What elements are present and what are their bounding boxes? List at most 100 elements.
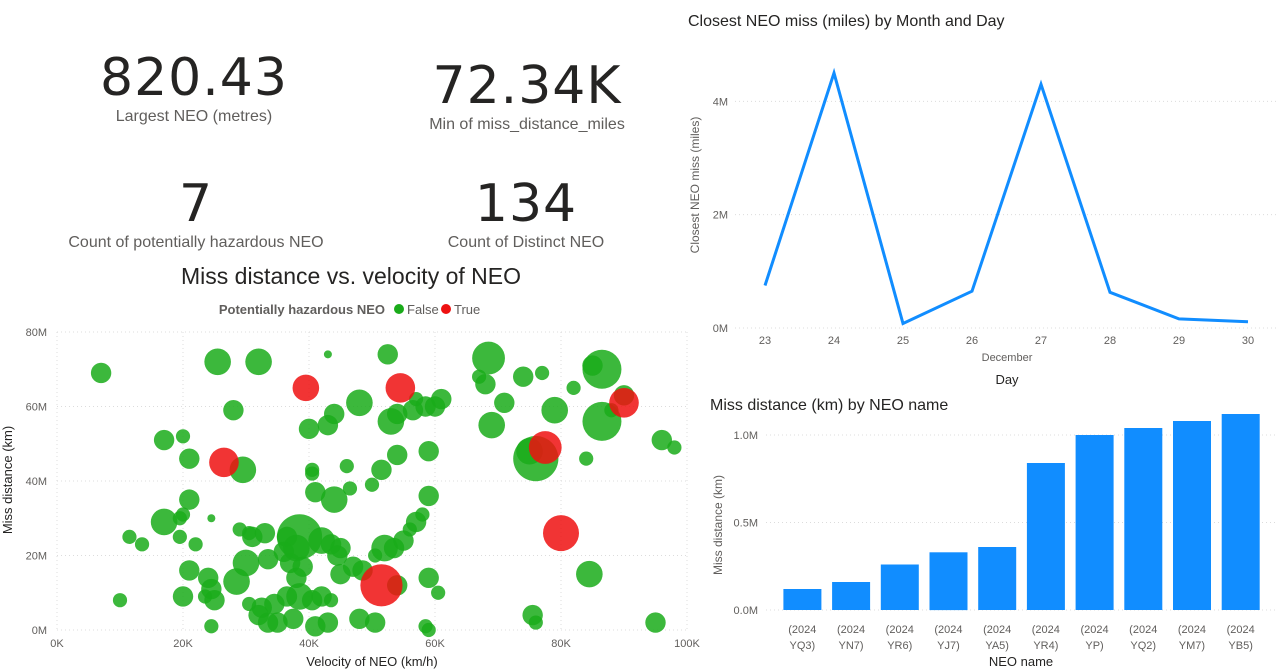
scatter-point-false[interactable] [188, 537, 203, 552]
scatter-point-true[interactable] [292, 374, 320, 402]
scatter-point-false[interactable] [134, 537, 150, 552]
scatter-point-false[interactable] [323, 593, 339, 608]
line-x-tick-label: 24 [828, 335, 840, 347]
scatter-point-false[interactable] [535, 365, 550, 381]
scatter-point-false[interactable] [323, 350, 332, 359]
scatter-point-false[interactable] [305, 481, 326, 503]
scatter-point-false[interactable] [112, 593, 128, 608]
scatter-point-false[interactable] [254, 522, 276, 544]
scatter-point-false[interactable] [257, 549, 279, 570]
scatter-point-false[interactable] [204, 590, 225, 611]
bar[interactable] [1075, 435, 1114, 610]
scatter-point-false[interactable] [267, 612, 288, 633]
scatter-point-true[interactable] [609, 387, 639, 418]
scatter-point-false[interactable] [179, 489, 200, 510]
scatter-point-true[interactable] [528, 431, 562, 464]
scatter-point-true[interactable] [209, 447, 239, 478]
bar-x-tick-label: (2024 YR6) [886, 624, 914, 652]
scatter-point-false[interactable] [175, 429, 191, 444]
scatter-point-false[interactable] [513, 366, 534, 387]
scatter-point-false[interactable] [342, 481, 358, 496]
scatter-point-false[interactable] [418, 567, 439, 589]
scatter-point-false[interactable] [172, 529, 187, 544]
scatter-point-false[interactable] [305, 466, 320, 481]
scatter-point-false[interactable] [283, 608, 304, 630]
legend-true-label: True [454, 302, 480, 317]
bar[interactable] [1026, 463, 1065, 610]
scatter-point-false[interactable] [415, 507, 430, 522]
scatter-point-false[interactable] [667, 440, 682, 455]
scatter-point-false[interactable] [179, 560, 200, 581]
scatter-point-false[interactable] [175, 507, 191, 522]
scatter-point-false[interactable] [402, 400, 424, 421]
scatter-point-false[interactable] [172, 586, 194, 607]
scatter-point-false[interactable] [478, 411, 506, 439]
bar[interactable] [978, 547, 1017, 610]
scatter-point-false[interactable] [320, 486, 348, 513]
scatter-point-false[interactable] [472, 341, 505, 375]
scatter-point-false[interactable] [364, 477, 380, 492]
scatter-point-true[interactable] [385, 373, 416, 403]
scatter-point-false[interactable] [207, 514, 216, 523]
bar[interactable] [1173, 421, 1211, 610]
scatter-point-true[interactable] [543, 515, 579, 552]
scatter-point-false[interactable] [431, 585, 446, 600]
scatter-point-false[interactable] [346, 389, 373, 417]
scatter-point-false[interactable] [317, 414, 339, 436]
scatter-point-false[interactable] [339, 459, 354, 474]
scatter-point-false[interactable] [90, 362, 112, 384]
scatter-point-false[interactable] [204, 619, 219, 634]
scatter-point-false[interactable] [153, 429, 175, 451]
kpi-label: Count of Distinct NEO [447, 234, 605, 251]
bar[interactable] [783, 589, 822, 610]
scatter-legend[interactable]: Potentially hazardous NEO False True [219, 302, 480, 317]
scatter-point-false[interactable] [421, 622, 436, 638]
scatter-point-false[interactable] [645, 612, 666, 633]
scatter-point-false[interactable] [204, 348, 231, 376]
bar[interactable] [929, 552, 968, 611]
kpi-value: 72.34K [432, 56, 622, 116]
scatter-point-false[interactable] [528, 615, 543, 630]
bar-y-tick-label: 1.0M [734, 430, 758, 442]
scatter-point-false[interactable] [576, 560, 603, 588]
scatter-point-true[interactable] [360, 564, 403, 607]
scatter-point-false[interactable] [387, 444, 408, 466]
bar-x-axis-label: NEO name [989, 654, 1053, 669]
bar[interactable] [832, 582, 871, 610]
scatter-point-false[interactable] [223, 568, 250, 595]
scatter-point-false[interactable] [179, 448, 200, 469]
bar-chart[interactable]: Miss distance (km) by NEO name 0.0M 0.5M 1… [700, 390, 1278, 671]
scatter-point-false[interactable] [582, 355, 603, 376]
scatter-point-false[interactable] [418, 441, 439, 462]
kpi-distinct-count: 134 Count of Distinct NEO [396, 176, 656, 252]
scatter-point-false[interactable] [494, 392, 515, 413]
scatter-point-false[interactable] [651, 429, 672, 451]
scatter-point-false[interactable] [475, 373, 496, 395]
scatter-point-false[interactable] [579, 451, 594, 466]
scatter-point-false[interactable] [566, 380, 581, 395]
scatter-point-false[interactable] [223, 400, 244, 421]
bar[interactable] [1221, 414, 1260, 610]
scatter-point-false[interactable] [150, 508, 178, 536]
line-series[interactable] [763, 67, 1249, 326]
scatter-point-false[interactable] [286, 567, 307, 589]
scatter-point-false[interactable] [349, 608, 370, 630]
scatter-point-false[interactable] [377, 344, 398, 365]
scatter-point-false[interactable] [371, 459, 392, 481]
scatter-point-false[interactable] [122, 529, 137, 544]
scatter-point-false[interactable] [245, 348, 272, 376]
bar[interactable] [880, 564, 919, 611]
scatter-chart[interactable]: Miss distance vs. velocity of NEO Potent… [0, 258, 700, 671]
scatter-point-false[interactable] [364, 612, 386, 633]
scatter-point-false[interactable] [418, 485, 439, 507]
scatter-point-false[interactable] [327, 545, 348, 566]
bar[interactable] [1124, 428, 1163, 610]
bar-x-tick-label: (2024 YJ7) [934, 624, 962, 652]
line-chart[interactable]: Closest NEO miss (miles) by Month and Da… [680, 0, 1278, 395]
scatter-point-false[interactable] [317, 612, 339, 633]
line-x-tick-label: 30 [1242, 335, 1254, 347]
scatter-point-false[interactable] [377, 408, 405, 435]
scatter-point-false[interactable] [541, 396, 568, 424]
bar-x-tick-label: (2024 YQ3) [788, 624, 816, 652]
scatter-point-false[interactable] [298, 418, 320, 440]
